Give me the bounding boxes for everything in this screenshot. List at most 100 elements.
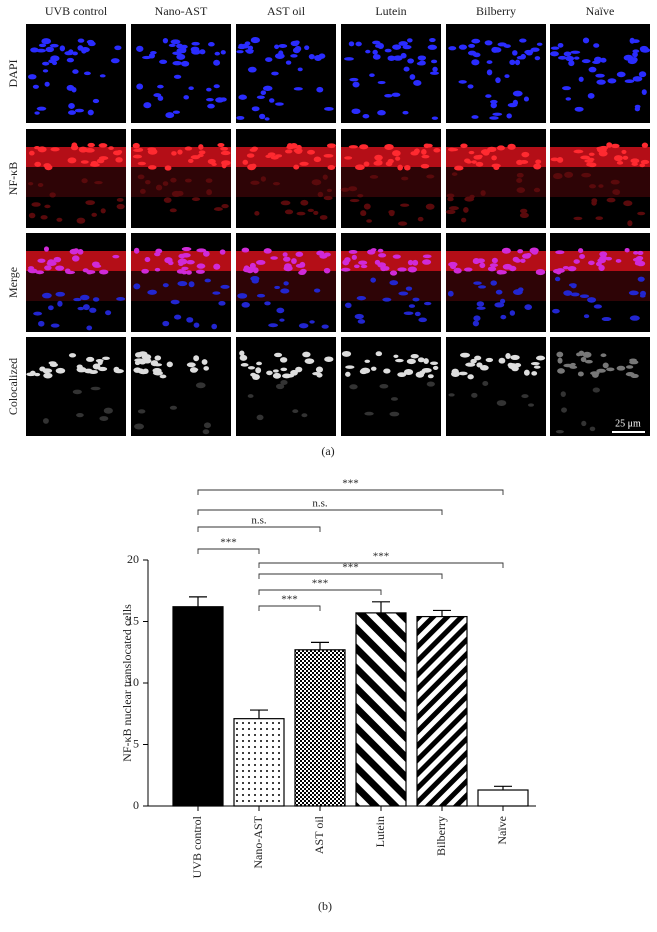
cell-nucleus	[221, 162, 227, 169]
cell-nucleus	[86, 270, 96, 274]
cell-nucleus	[214, 51, 220, 56]
cell-nucleus	[313, 288, 321, 293]
cell-nucleus	[584, 359, 593, 364]
cell-nucleus	[317, 191, 324, 198]
cell-nucleus	[622, 155, 629, 160]
cell-nucleus	[446, 193, 455, 199]
cell-nucleus	[98, 156, 109, 161]
cell-nucleus	[239, 350, 245, 356]
cell-nucleus	[505, 352, 511, 360]
cell-nucleus	[247, 164, 256, 171]
error-bar	[311, 641, 329, 650]
cell-nucleus	[186, 259, 195, 265]
cell-nucleus	[421, 149, 427, 155]
cell-nucleus	[364, 359, 371, 363]
cell-nucleus	[630, 158, 640, 164]
y-tick-label: 10	[127, 675, 139, 689]
significance-bracket	[197, 509, 443, 515]
cell-nucleus	[460, 352, 470, 358]
cell-nucleus	[290, 369, 298, 376]
cell-nucleus	[362, 114, 370, 119]
cell-nucleus	[595, 73, 605, 78]
cell-nucleus	[616, 160, 624, 165]
cell-nucleus	[597, 258, 606, 264]
cell-nucleus	[220, 50, 226, 55]
significance-label: ***	[342, 478, 359, 490]
cell-nucleus	[206, 98, 214, 102]
cell-nucleus	[28, 150, 35, 156]
cell-nucleus	[220, 146, 229, 151]
cell-nucleus	[237, 293, 248, 299]
cell-nucleus	[402, 44, 412, 50]
cell-nucleus	[221, 204, 229, 209]
cell-nucleus	[85, 200, 96, 206]
cell-nucleus	[292, 47, 301, 54]
cell-nucleus	[324, 356, 334, 362]
cell-nucleus	[550, 46, 560, 50]
cell-nucleus	[94, 181, 103, 185]
cell-nucleus	[421, 154, 430, 159]
row-label: Colocalized	[6, 358, 20, 415]
significance-label: ***	[342, 562, 359, 574]
cell-nucleus	[521, 394, 529, 399]
cell-nucleus	[256, 95, 265, 100]
x-tick-label: UVB control	[190, 815, 204, 878]
cell-nucleus	[426, 174, 435, 179]
cell-nucleus	[90, 160, 99, 166]
cell-nucleus	[595, 216, 604, 221]
cell-nucleus	[533, 163, 542, 170]
cell-nucleus	[556, 270, 562, 275]
stain-band	[341, 271, 441, 301]
cell-nucleus	[511, 365, 519, 372]
panel-label: (a)	[321, 444, 334, 458]
cell-nucleus	[406, 38, 413, 43]
cell-nucleus	[623, 54, 634, 61]
cell-nucleus	[489, 263, 499, 268]
cell-nucleus	[213, 207, 223, 211]
cell-nucleus	[366, 219, 373, 223]
cell-nucleus	[154, 355, 162, 361]
cell-nucleus	[41, 38, 52, 45]
cell-nucleus	[565, 55, 575, 62]
cell-nucleus	[42, 69, 49, 73]
cell-nucleus	[34, 161, 42, 167]
cell-nucleus	[272, 181, 281, 186]
cell-nucleus	[423, 358, 429, 364]
cell-nucleus	[300, 199, 309, 206]
cell-nucleus	[506, 113, 512, 119]
cell-nucleus	[412, 259, 419, 266]
cell-nucleus	[519, 160, 529, 164]
cell-nucleus	[97, 366, 108, 372]
bar	[477, 789, 529, 807]
cell-nucleus	[520, 258, 526, 263]
cell-nucleus	[203, 366, 209, 371]
significance-bracket	[258, 605, 321, 611]
y-axis-label: NF-κB nuclear translocated cells	[120, 604, 134, 762]
cell-nucleus	[524, 49, 534, 55]
cell-nucleus	[606, 367, 615, 372]
cell-nucleus	[390, 397, 398, 401]
cell-nucleus	[458, 80, 467, 84]
cell-nucleus	[27, 74, 37, 80]
cell-nucleus	[496, 145, 505, 151]
cell-nucleus	[183, 95, 190, 100]
cell-nucleus	[181, 247, 192, 252]
cell-nucleus	[64, 268, 71, 274]
cell-nucleus	[172, 110, 180, 114]
cell-nucleus	[93, 264, 102, 268]
cell-nucleus	[28, 212, 36, 219]
cell-nucleus	[536, 355, 546, 361]
cell-nucleus	[186, 362, 196, 368]
cell-nucleus	[181, 44, 188, 49]
cell-nucleus	[422, 254, 432, 259]
cell-nucleus	[424, 301, 432, 306]
micrograph	[26, 24, 126, 123]
cell-nucleus	[323, 195, 333, 201]
cell-nucleus	[342, 259, 350, 266]
cell-nucleus	[555, 250, 565, 255]
cell-nucleus	[138, 351, 148, 357]
cell-nucleus	[42, 368, 53, 374]
micrograph	[26, 129, 126, 228]
error-bar	[433, 609, 451, 617]
cell-nucleus	[345, 371, 351, 377]
